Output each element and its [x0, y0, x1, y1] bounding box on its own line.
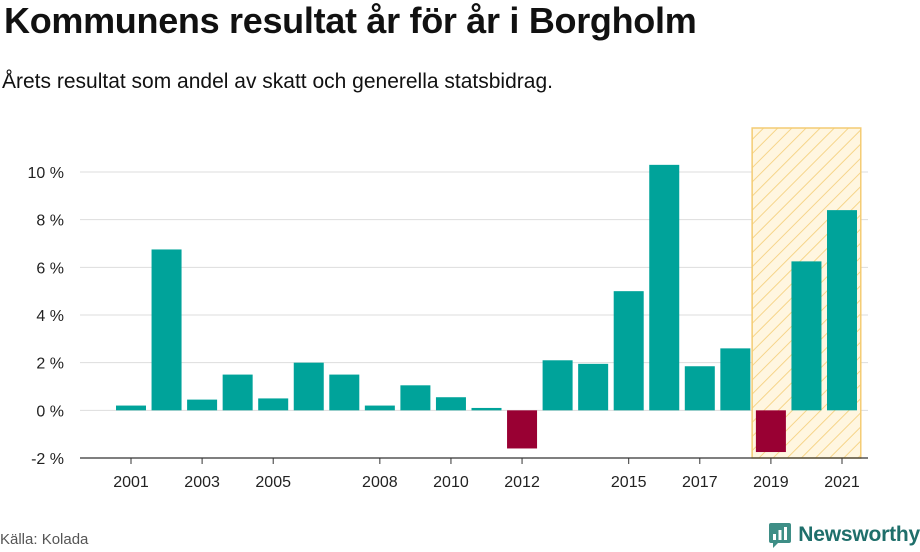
bar-2015 [613, 291, 644, 411]
bar-2004 [222, 374, 253, 411]
brand-name: Newsworthy [798, 523, 920, 546]
bar-2014 [578, 363, 609, 411]
y-tick-label: -2 % [31, 451, 64, 468]
bar-2007 [329, 374, 360, 411]
x-tick-label: 2005 [255, 474, 291, 491]
bars [116, 164, 857, 453]
axes: -2 % 0 % 2 % 4 % 6 % 8 % 10 % 2001 2003 2005 2008 2… [28, 165, 868, 491]
x-tick-label: 2001 [113, 474, 149, 491]
bar-2010 [435, 397, 466, 411]
x-tick-label: 2019 [753, 474, 789, 491]
bar-2008 [364, 405, 395, 411]
y-tick-label: 4 % [36, 308, 64, 325]
x-tick-label: 2010 [433, 474, 469, 491]
bar-2009 [400, 385, 431, 411]
brand-logo: Newsworthy [768, 518, 920, 552]
bar-2016 [649, 164, 680, 411]
bar-2017 [684, 366, 715, 411]
x-tick-label: 2017 [682, 474, 718, 491]
y-tick-label: 10 % [28, 165, 64, 182]
bar-2018 [720, 348, 751, 411]
bar-2002 [151, 249, 182, 411]
bar-2021 [827, 210, 857, 411]
x-tick-label: 2015 [611, 474, 647, 491]
bar-2013 [542, 360, 573, 411]
bar-2001 [116, 405, 146, 411]
bar-2006 [293, 362, 324, 411]
newsworthy-logo-icon [769, 523, 792, 548]
x-tick-label: 2003 [184, 474, 220, 491]
y-tick-label: 8 % [36, 213, 64, 230]
x-tick-label: 2021 [824, 474, 860, 491]
chart-subtitle: Årets resultat som andel av skatt och ge… [2, 70, 553, 93]
bar-2019 [755, 410, 786, 453]
source-note: Källa: Kolada [0, 531, 89, 548]
bar-2011 [471, 407, 502, 411]
bar-2003 [187, 399, 218, 411]
bar-2012 [507, 410, 538, 449]
chart-title: Kommunens resultat år för år i Borgholm [4, 0, 697, 41]
y-tick-label: 6 % [36, 260, 64, 277]
bar-2005 [258, 398, 289, 411]
x-tick-label: 2008 [362, 474, 398, 491]
y-tick-label: 0 % [36, 403, 64, 420]
y-tick-label: 2 % [36, 356, 64, 373]
x-tick-label: 2012 [504, 474, 540, 491]
bar-2020 [791, 261, 822, 411]
